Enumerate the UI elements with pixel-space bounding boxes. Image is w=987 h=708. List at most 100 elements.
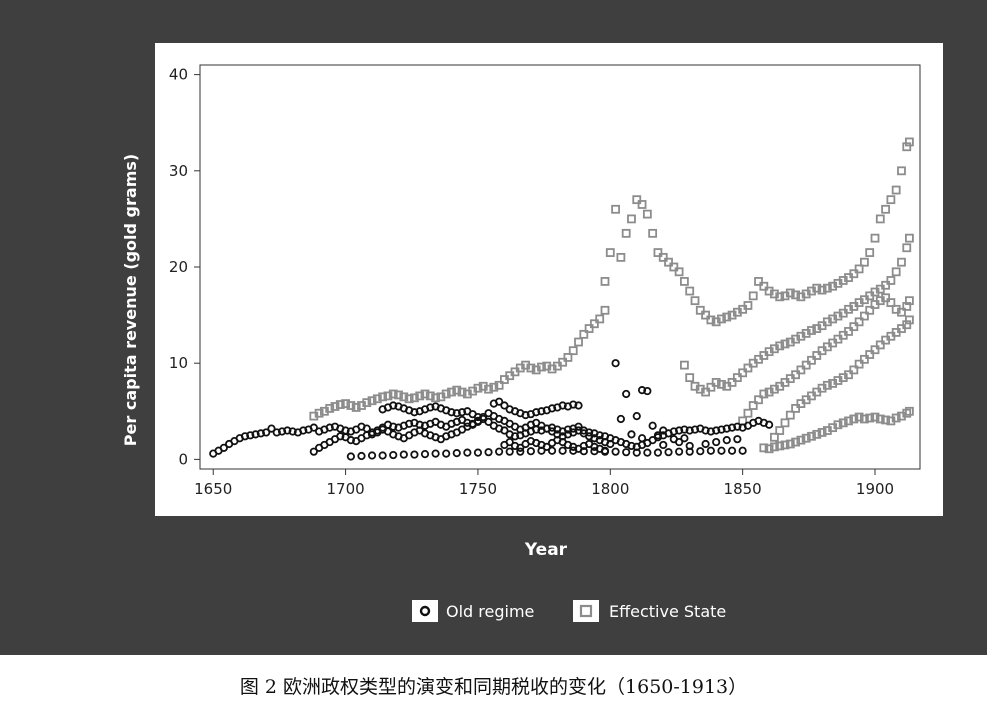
effective-state-point [717,314,726,324]
old-regime-point [622,448,631,457]
old-regime-point [632,411,641,421]
effective-state-point [759,389,769,399]
old-regime-point [547,404,557,413]
effective-state-point [865,248,875,257]
old-regime-point [648,421,657,430]
old-regime-point [727,423,737,432]
old-regime-marker-icon [419,605,431,617]
old-regime-point [701,426,710,435]
old-regime-point [473,448,483,457]
effective-state-point [770,442,779,452]
effective-state-point [844,370,853,380]
old-regime-point [495,447,504,456]
effective-state-point [844,416,853,426]
old-regime-point [696,447,705,456]
old-regime-point [510,432,520,441]
effective-state-point [404,394,414,404]
effective-state-point [563,353,573,362]
old-regime-point [309,423,318,432]
old-regime-point [479,412,488,422]
effective-state-point [812,283,822,293]
old-regime-point [680,425,689,434]
effective-state-point [680,277,689,286]
effective-state-point [452,385,462,395]
old-regime-point [405,419,414,428]
old-regime-point [558,401,567,410]
effective-state-point [722,312,732,322]
effective-state-point [849,365,859,375]
effective-state-point [605,248,615,257]
effective-state-point [706,315,716,325]
old-regime-point [521,411,530,420]
effective-state-point [785,410,795,420]
old-regime-point [675,437,684,447]
legend-label-effective-state: Effective State [609,602,726,621]
old-regime-point [706,446,715,455]
old-regime-point [325,423,334,432]
effective-state-point [484,384,493,394]
effective-state-point [653,248,663,257]
old-regime-point [283,426,292,435]
old-regime-point [669,427,678,436]
effective-state-point [905,296,914,306]
effective-state-point [849,322,859,332]
y-tick-label: 40 [169,66,188,84]
y-axis-label: Per capita revenue (gold grams) [121,154,140,446]
effective-state-point [870,345,880,355]
y-tick-label: 30 [169,162,188,180]
effective-state-point [870,412,880,422]
old-regime-point [600,446,610,455]
effective-state-point [822,283,832,293]
effective-state-point [860,257,869,267]
effective-state-series [309,137,914,454]
y-tick-label: 0 [178,450,188,468]
old-regime-point [500,426,509,435]
effective-state-point [785,288,795,298]
old-regime-point [532,408,541,417]
effective-state-point [870,233,880,243]
effective-state-point [891,185,901,195]
old-regime-point [473,416,483,426]
effective-state-point [905,315,914,325]
old-regime-point [447,408,456,417]
effective-state-point [447,387,456,397]
legend-item-effective-state: Effective State [573,600,726,622]
scatter-chart: 1650 1700 1750 1800 1850 1900 0 10 20 30 40 [169,64,921,498]
effective-state-point [754,277,763,286]
old-regime-point [712,426,721,435]
effective-state-point [812,429,822,439]
old-regime-point [219,443,228,452]
old-regime-point [738,446,747,455]
effective-state-point [897,307,906,317]
old-regime-point [240,432,250,441]
effective-state-point [886,195,896,205]
effective-state-point [632,195,642,205]
effective-state-point [801,433,811,443]
effective-state-point [897,257,906,267]
old-regime-point [505,447,514,456]
effective-state-point [627,214,636,224]
old-regime-point [426,403,435,412]
effective-state-point [399,392,409,402]
old-regime-point [267,424,276,433]
effective-state-point [817,285,827,295]
effective-state-point [388,389,398,399]
effective-state-point [680,360,689,370]
old-regime-point [547,446,557,455]
effective-state-point [743,301,753,310]
legend: Old regime Effective State [412,600,726,622]
old-regime-point [627,430,636,439]
old-regime-point [574,422,583,431]
effective-state-point [854,264,864,274]
old-regime-point [611,447,620,456]
old-regime-point [537,407,546,416]
old-regime-point [378,451,387,460]
effective-state-point [494,380,504,390]
effective-state-point [743,363,753,373]
old-regime-point [389,401,398,410]
old-regime-point [457,408,467,417]
effective-state-point [865,305,875,315]
effective-state-point [701,310,710,320]
old-regime-point [389,450,398,460]
effective-state-point [658,252,668,262]
